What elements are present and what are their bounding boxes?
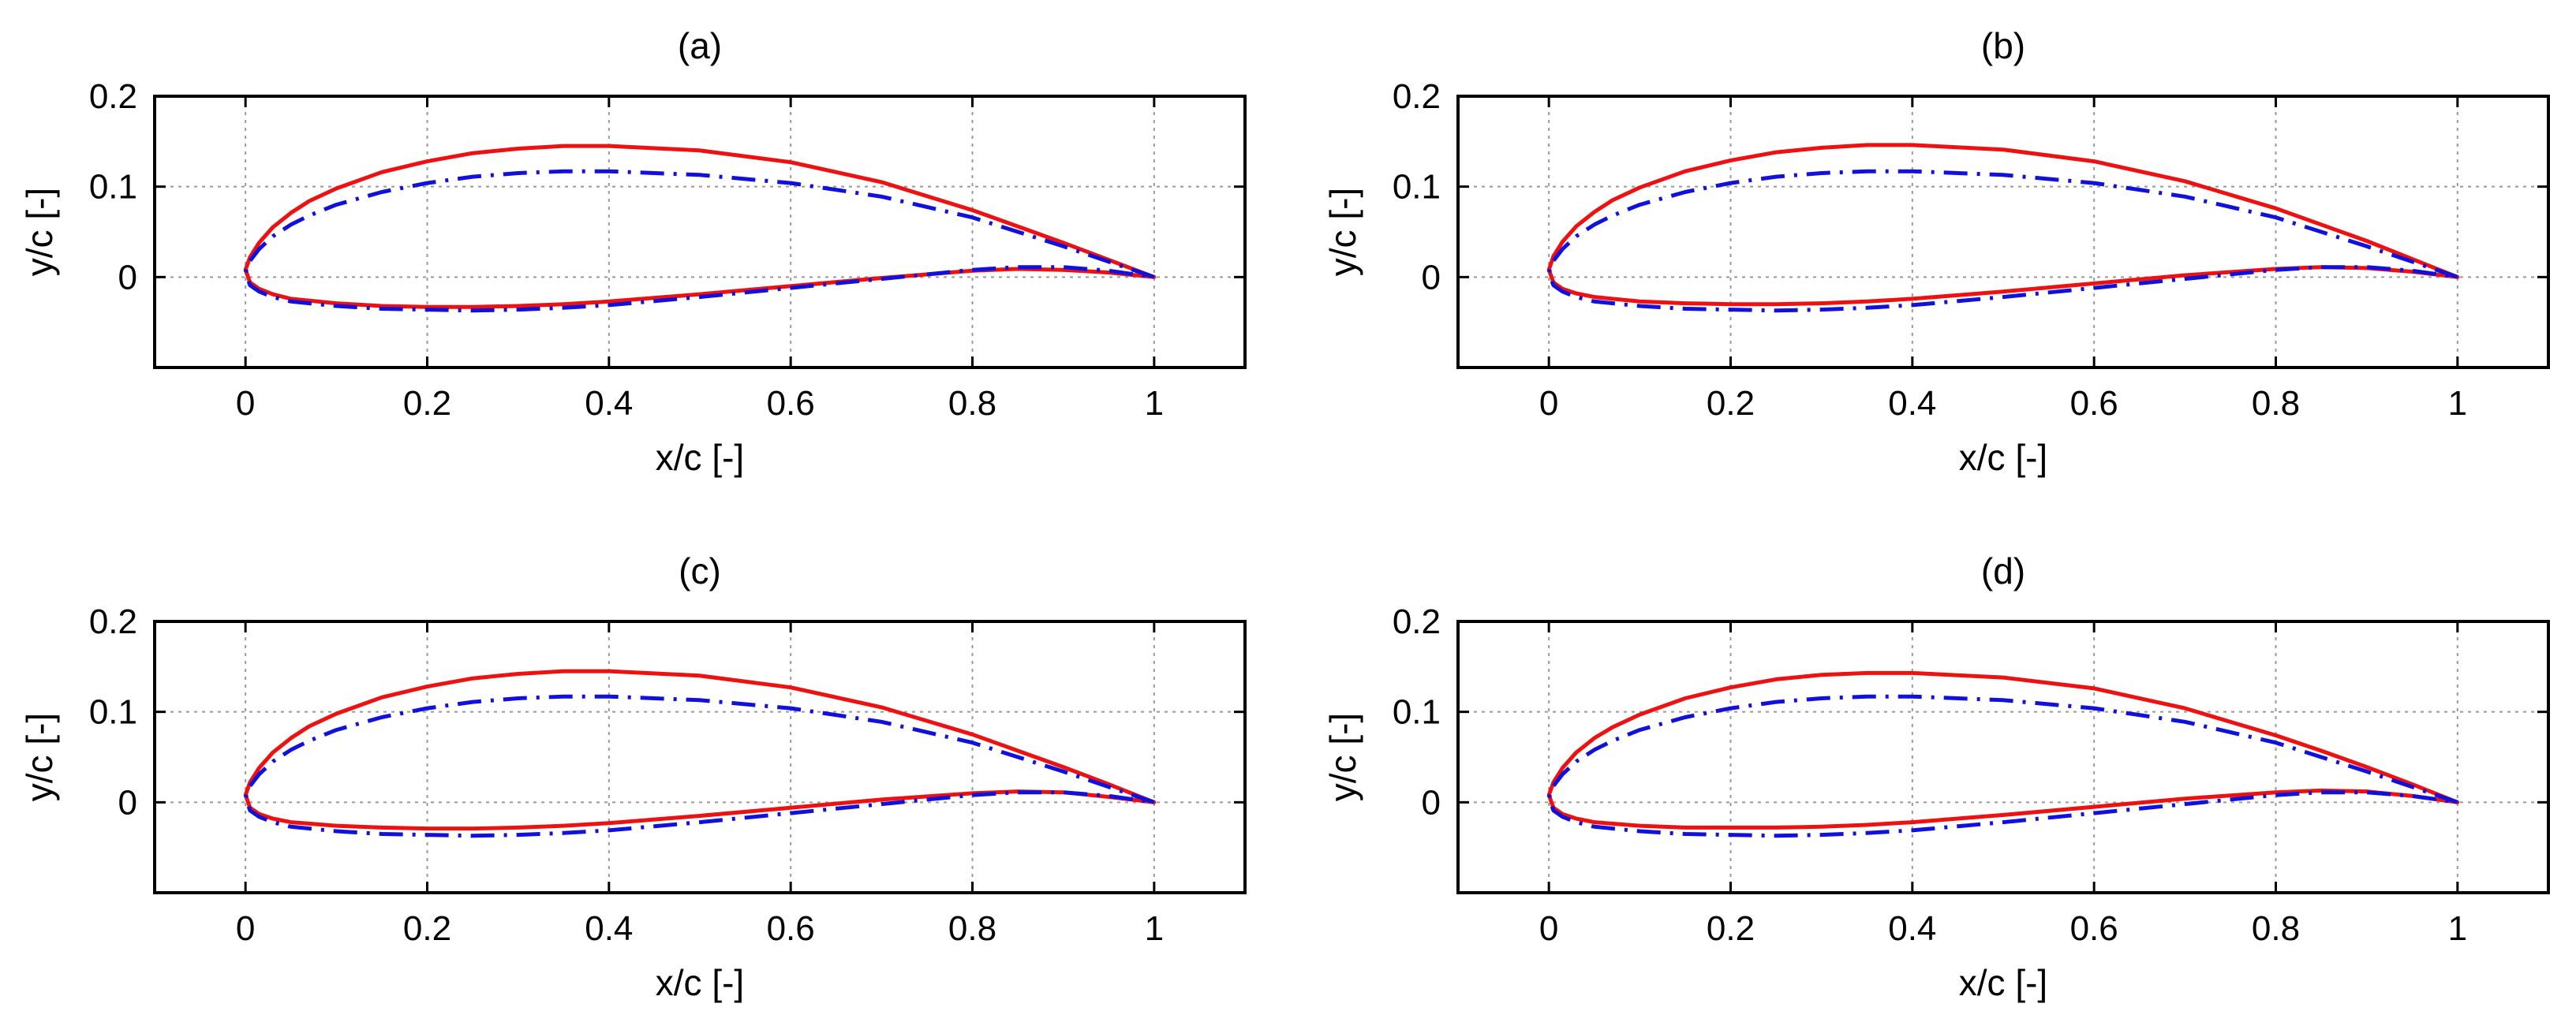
- y-axis-label: y/c [-]: [19, 188, 60, 276]
- plot-frame: [1456, 620, 2550, 894]
- panel-a: 0 0.2 0.4 0.6 0.8 1 0 0.1 0.2 (a) x/c [-] y/c [-]: [19, 25, 1247, 478]
- y-tick-label: 0.2: [89, 77, 137, 116]
- y-tick-label: 0.1: [89, 693, 137, 732]
- y-tick-label: 0: [118, 258, 137, 297]
- series-solid-line: [243, 144, 1157, 309]
- y-tick-label: 0: [1422, 783, 1441, 822]
- panel-title: (a): [678, 25, 722, 66]
- y-axis-label: y/c [-]: [1322, 188, 1363, 276]
- x-tick-label: 1: [2448, 909, 2467, 948]
- panel-title: (c): [679, 550, 721, 591]
- x-tick-label: 0.4: [1888, 909, 1936, 948]
- y-axis-label: y/c [-]: [19, 713, 60, 801]
- x-tick-label: 0.8: [948, 384, 996, 423]
- panel-title: (b): [1981, 25, 2025, 66]
- x-tick-label: 0.4: [1888, 384, 1936, 423]
- x-axis-label: x/c [-]: [656, 962, 744, 1003]
- x-tick-label: 1: [1145, 384, 1164, 423]
- x-axis-label: x/c [-]: [1959, 962, 2047, 1003]
- x-tick-label: 0.2: [403, 384, 451, 423]
- series-dash-dot-line: [1546, 694, 2458, 838]
- panel-c: 0 0.2 0.4 0.6 0.8 1 0 0.1 0.2 (c) x/c [-] y/c [-]: [19, 550, 1247, 1003]
- x-tick-label: 0.6: [2070, 384, 2118, 423]
- y-tick-label: 0.2: [1393, 77, 1441, 116]
- y-tick-label: 0.1: [1393, 168, 1441, 207]
- series-solid-line: [1546, 670, 2460, 830]
- panel-title: (d): [1981, 550, 2025, 591]
- x-tick-label: 0.8: [2252, 909, 2300, 948]
- y-axis-label: y/c [-]: [1322, 713, 1363, 801]
- x-tick-label: 0.8: [2252, 384, 2300, 423]
- panel-d: 0 0.2 0.4 0.6 0.8 1 0 0.1 0.2 (d) x/c [-] y/c [-]: [1322, 550, 2550, 1003]
- y-tick-label: 0: [1422, 258, 1441, 297]
- plot-frame: [153, 620, 1247, 894]
- y-tick-label: 0.2: [1393, 603, 1441, 641]
- x-tick-label: 0: [236, 384, 255, 423]
- plot-frame: [1456, 95, 2550, 369]
- y-tick-label: 0: [118, 783, 137, 822]
- x-tick-label: 0.2: [1707, 384, 1755, 423]
- series-dash-dot-line: [243, 694, 1155, 838]
- x-axis-label: x/c [-]: [656, 437, 744, 478]
- x-tick-label: 0: [236, 909, 255, 948]
- x-tick-label: 0.6: [767, 384, 815, 423]
- x-tick-label: 0.2: [1707, 909, 1755, 948]
- x-tick-label: 0.8: [948, 909, 996, 948]
- x-tick-label: 0.6: [2070, 909, 2118, 948]
- x-tick-label: 0.4: [585, 909, 633, 948]
- plot-frame: [153, 95, 1247, 369]
- x-tick-label: 0: [1539, 384, 1558, 423]
- x-tick-label: 0.6: [767, 909, 815, 948]
- series-solid-line: [1546, 143, 2460, 307]
- x-tick-label: 1: [1145, 909, 1164, 948]
- y-tick-label: 0.1: [1393, 693, 1441, 732]
- series-dash-dot-line: [1546, 169, 2458, 313]
- x-tick-label: 0: [1539, 909, 1558, 948]
- y-tick-label: 0.2: [89, 603, 137, 641]
- panel-b: 0 0.2 0.4 0.6 0.8 1 0 0.1 0.2 (b) x/c [-] y/c [-]: [1322, 25, 2550, 478]
- x-tick-label: 0.4: [585, 384, 633, 423]
- series-solid-line: [243, 669, 1157, 831]
- x-tick-label: 1: [2448, 384, 2467, 423]
- series-dash-dot-line: [243, 169, 1155, 313]
- y-tick-label: 0.1: [89, 168, 137, 207]
- x-tick-label: 0.2: [403, 909, 451, 948]
- x-axis-label: x/c [-]: [1959, 437, 2047, 478]
